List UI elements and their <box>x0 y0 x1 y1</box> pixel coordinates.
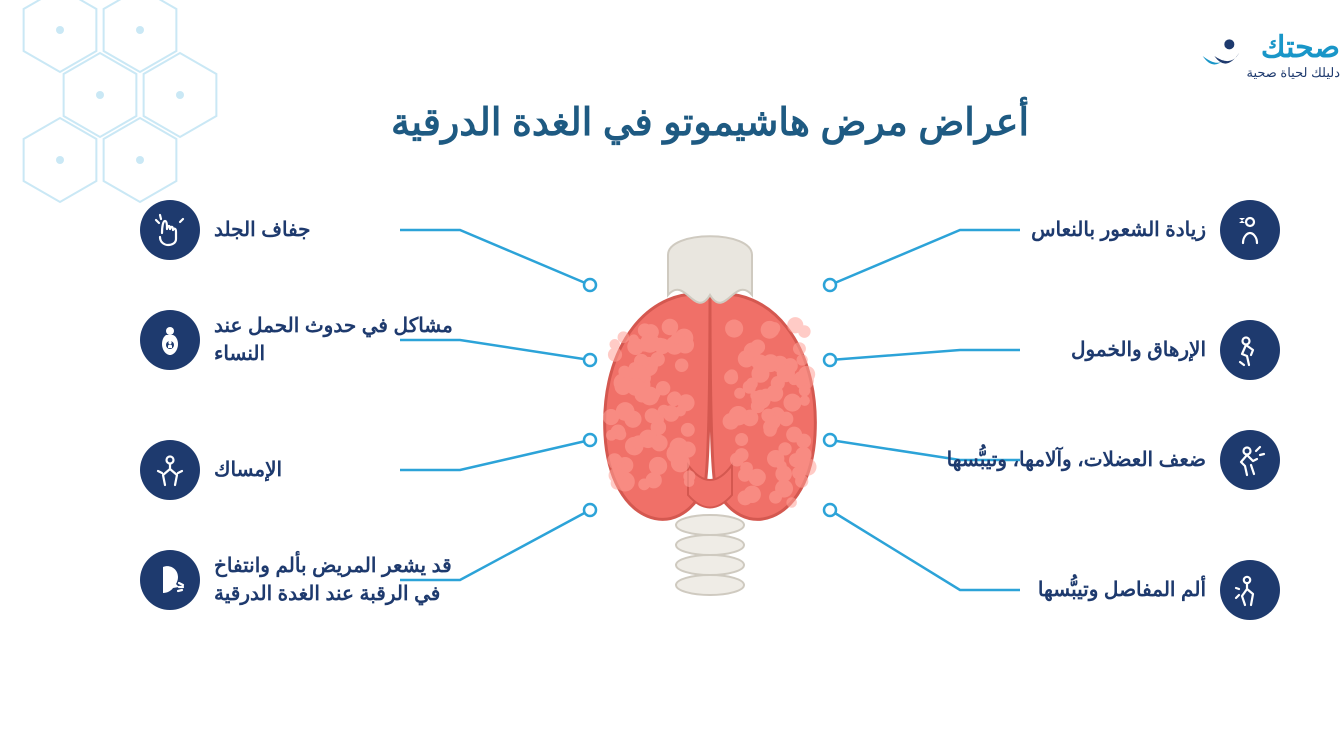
symptom-label: جفاف الجلد <box>174 216 271 244</box>
symptom-label: ألم المفاصل وتيبُّسها <box>998 576 1166 604</box>
infographic-title: أعراض مرض هاشيموتو في الغدة الدرقية <box>0 100 1340 145</box>
symptom-pregnancy: مشاكل في حدوث الحمل عند النساء <box>100 310 434 370</box>
brand-logo: صحتك دليلك لحياة صحية <box>1148 30 1300 81</box>
person-tired-icon <box>1180 320 1240 380</box>
symptom-joints: ألم المفاصل وتيبُّسها <box>998 560 1240 620</box>
logo-name: صحتك <box>1206 30 1300 65</box>
symptom-label: الإرهاق والخمول <box>1031 336 1166 364</box>
symptom-label: الإمساك <box>174 456 242 484</box>
thyroid-illustration <box>520 225 820 605</box>
neck-icon <box>100 550 160 610</box>
symptom-drowsiness: زيادة الشعور بالنعاس <box>991 200 1240 260</box>
symptom-muscle: ضعف العضلات، وآلامها، وتيبُّسها <box>907 430 1240 490</box>
person-sleep-icon <box>1180 200 1240 260</box>
symptom-fatigue: الإرهاق والخمول <box>1031 320 1240 380</box>
joint-pain-icon <box>1180 560 1240 620</box>
logo-mark-icon <box>1156 31 1206 81</box>
symptom-label: قد يشعر المريض بألم وانتفاخ في الرقبة عن… <box>174 552 434 608</box>
symptom-dry-skin: جفاف الجلد <box>100 200 271 260</box>
symptom-constipation: الإمساك <box>100 440 242 500</box>
logo-tagline: دليلك لحياة صحية <box>1206 65 1300 81</box>
dry-hand-icon <box>100 200 160 260</box>
muscle-pain-icon <box>1180 430 1240 490</box>
symptom-label: مشاكل في حدوث الحمل عند النساء <box>174 312 434 368</box>
pregnancy-icon <box>100 310 160 370</box>
symptom-label: زيادة الشعور بالنعاس <box>991 216 1166 244</box>
squat-icon <box>100 440 160 500</box>
symptom-neck-pain: قد يشعر المريض بألم وانتفاخ في الرقبة عن… <box>100 550 434 610</box>
symptom-label: ضعف العضلات، وآلامها، وتيبُّسها <box>907 446 1166 474</box>
